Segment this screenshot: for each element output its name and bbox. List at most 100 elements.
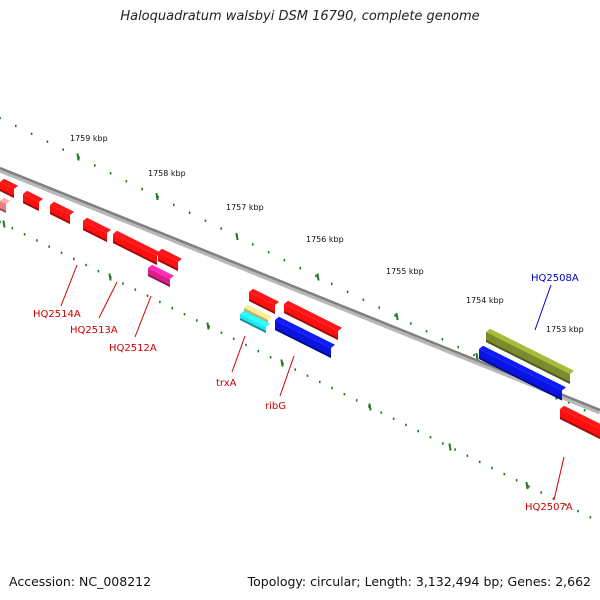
inner-tick-minor xyxy=(220,331,223,334)
inner-tick-major xyxy=(525,481,529,490)
label-leader-line xyxy=(553,456,565,501)
inner-tick-minor xyxy=(565,503,567,507)
inner-tick-minor xyxy=(159,300,161,304)
inner-tick-major xyxy=(2,220,6,228)
inner-tick-minor xyxy=(306,374,309,377)
label-leader-line xyxy=(279,355,295,397)
outer-tick-minor xyxy=(30,132,33,135)
inner-tick-minor xyxy=(319,380,321,384)
outer-tick-minor xyxy=(346,290,349,293)
inner-tick-major xyxy=(206,322,210,330)
gene-feature-edge xyxy=(23,201,39,211)
outer-tick-major xyxy=(475,352,479,361)
backbone-shadow xyxy=(0,167,600,415)
outer-tick-major xyxy=(395,312,399,321)
gene-feature-edge xyxy=(240,318,266,333)
inner-tick-minor xyxy=(245,343,247,347)
outer-tick-minor xyxy=(109,172,112,175)
inner-tick-minor xyxy=(442,442,444,445)
gene-feature-edge xyxy=(50,212,70,224)
genome-backbone xyxy=(0,166,600,415)
gene-feature-top xyxy=(23,190,43,202)
accession-text: Accession: NC_008212 xyxy=(9,574,152,589)
inner-tick-major xyxy=(448,443,452,451)
gene-feature-top xyxy=(240,310,270,327)
gene-feature-top xyxy=(486,328,574,374)
inner-tick-minor xyxy=(405,423,407,427)
inner-tick-minor xyxy=(97,270,100,273)
outer-tick-minor xyxy=(394,314,396,317)
inner-tick-minor xyxy=(343,393,346,396)
outer-tick-minor xyxy=(441,338,444,341)
gene-feature xyxy=(284,304,338,340)
gene-feature-edge xyxy=(158,259,178,271)
gene-feature-edge xyxy=(275,328,331,358)
outer-tick-minor xyxy=(283,259,286,262)
gene-feature-top xyxy=(50,201,74,215)
gene-label: trxA xyxy=(216,378,237,389)
gene-feature-edge xyxy=(486,340,570,384)
inner-tick-major xyxy=(280,359,284,367)
tick-label: 1759 kbp xyxy=(70,134,108,143)
gene-label: ribG xyxy=(265,401,286,412)
inner-tick-minor xyxy=(515,479,518,482)
gene-feature-edge xyxy=(0,208,6,213)
gene-feature xyxy=(486,332,570,384)
tick-label: 1756 kbp xyxy=(306,235,344,244)
gene-feature-top xyxy=(113,230,161,256)
inner-tick-minor xyxy=(503,472,506,476)
gene-feature-edge xyxy=(148,274,170,287)
gene-label: HQ2508A xyxy=(531,273,579,284)
gene-feature xyxy=(83,221,107,242)
inner-tick-minor xyxy=(380,411,383,414)
gene-feature xyxy=(113,234,157,265)
outer-tick-minor xyxy=(46,140,49,143)
inner-tick-minor xyxy=(48,245,50,248)
gene-feature-top xyxy=(275,316,335,348)
inner-tick-minor xyxy=(454,448,456,451)
tick-label: 1754 kbp xyxy=(466,296,504,305)
inner-tick-minor xyxy=(146,294,149,297)
inner-tick-minor xyxy=(417,429,419,433)
inner-tick-minor xyxy=(85,263,87,267)
label-leader-line xyxy=(534,284,552,331)
gene-label: HQ2514A xyxy=(33,309,81,320)
outer-tick-minor xyxy=(457,345,459,349)
inner-tick-minor xyxy=(331,386,333,390)
gene-feature xyxy=(479,349,562,401)
tick-label: 1753 kbp xyxy=(546,325,584,334)
inner-tick-minor xyxy=(540,491,542,494)
outer-tick-minor xyxy=(15,124,17,128)
inner-tick-minor xyxy=(294,368,296,371)
gene-feature-top xyxy=(244,304,272,320)
outer-tick-minor xyxy=(173,203,175,207)
outer-tick-minor xyxy=(94,164,96,167)
gene-feature xyxy=(249,292,275,314)
gene-feature-edge xyxy=(113,241,157,265)
outer-tick-major xyxy=(235,232,239,241)
tick-label: 1757 kbp xyxy=(226,203,264,212)
outer-tick-minor xyxy=(62,148,64,151)
outer-tick-minor xyxy=(252,243,254,246)
gene-feature-top xyxy=(0,197,10,204)
outer-tick-minor xyxy=(141,187,143,191)
inner-tick-minor xyxy=(232,337,235,341)
outer-tick-major xyxy=(155,192,159,201)
inner-tick-minor xyxy=(122,282,124,285)
backbone-line xyxy=(0,166,600,412)
gene-feature-edge xyxy=(83,228,107,242)
inner-tick-minor xyxy=(171,306,173,310)
inner-tick-major xyxy=(108,273,112,281)
inner-tick-minor xyxy=(577,509,579,513)
gene-feature xyxy=(23,194,39,211)
outer-tick-minor xyxy=(315,274,317,278)
tick-label: 1755 kbp xyxy=(386,267,424,276)
gene-feature-top xyxy=(0,178,18,189)
gene-feature-top xyxy=(83,217,111,233)
outer-tick-minor xyxy=(425,330,428,333)
topology-text: Topology: circular; Length: 3,132,494 bp… xyxy=(247,574,591,589)
inner-tick-minor xyxy=(60,251,63,254)
outer-tick-major xyxy=(316,273,320,281)
gene-feature-top xyxy=(158,248,182,262)
outer-tick-minor xyxy=(410,322,412,325)
